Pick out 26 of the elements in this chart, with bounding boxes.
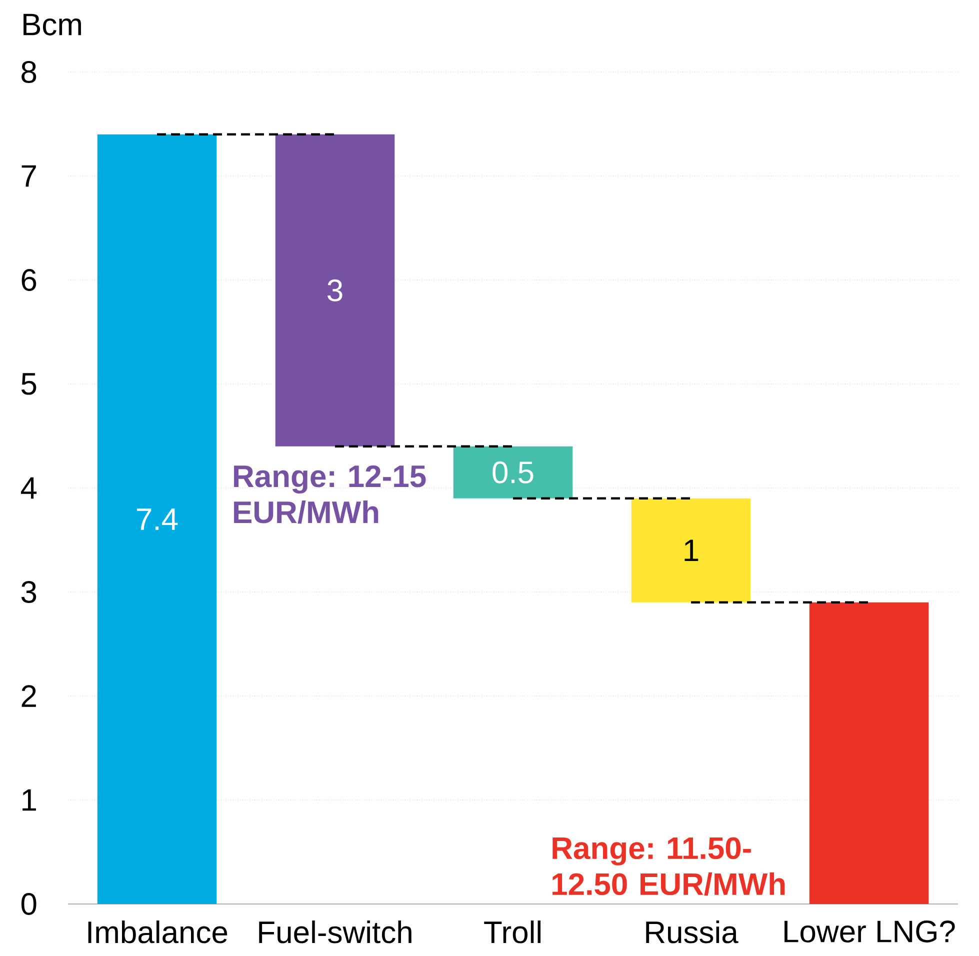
x-tick-label: Lower LNG?	[784, 920, 955, 942]
bar	[453, 446, 573, 498]
bar	[809, 602, 929, 904]
data-label: 1	[684, 540, 698, 562]
annotation: Range: 11.50-12.50 EUR/MWh	[552, 837, 785, 896]
x-tick-label: Troll	[484, 920, 540, 944]
y-tick-label: 5	[21, 373, 36, 395]
x-tick-label: Russia	[646, 920, 738, 944]
bar	[97, 134, 217, 904]
data-label: 0.5	[492, 461, 534, 484]
y-tick-label: 8	[22, 61, 36, 83]
annotation: Range: 12-15 EUR/MWh	[234, 465, 426, 524]
x-tick-label: Imbalance	[88, 920, 228, 944]
y-tick-label: 2	[22, 685, 36, 707]
bar	[631, 498, 751, 602]
y-tick-label: 3	[21, 581, 36, 603]
y-tick-label: 4	[20, 477, 37, 499]
x-tick-label: Fuel-switch	[259, 920, 412, 944]
y-tick-label: 1	[22, 789, 36, 811]
bar	[275, 134, 395, 446]
y-axis-title: Bcm	[24, 14, 81, 36]
data-label: 3	[328, 279, 342, 302]
y-tick-label: 0	[21, 893, 36, 915]
data-label: 7.4	[137, 508, 178, 530]
y-tick-label: 6	[22, 269, 36, 291]
y-tick-label: 7	[22, 165, 36, 187]
